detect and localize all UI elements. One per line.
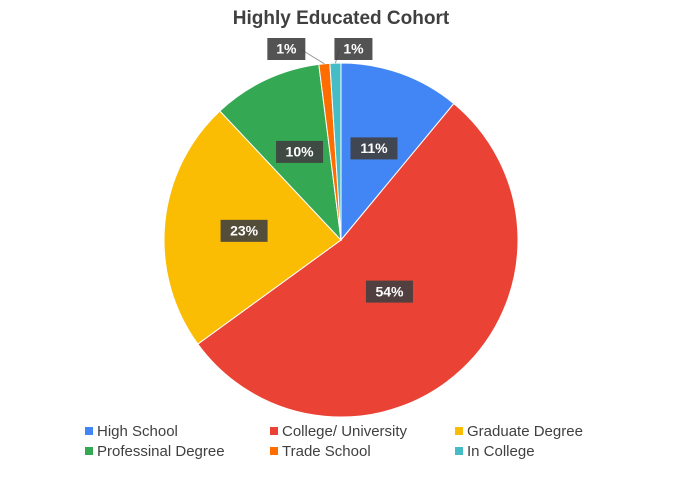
- data-label-box: [350, 137, 398, 160]
- data-label-box: [267, 38, 306, 60]
- legend-swatch: [85, 447, 93, 455]
- pie-slice: [197, 102, 519, 418]
- data-label: 11%: [360, 140, 388, 156]
- data-label-box: [365, 280, 413, 303]
- data-label-box: [220, 219, 268, 242]
- data-label-box: [334, 38, 373, 60]
- data-label: 23%: [230, 223, 259, 239]
- legend-swatch: [270, 447, 278, 455]
- legend-swatch: [85, 427, 93, 435]
- legend-swatch: [455, 427, 463, 435]
- legend-label: High School: [97, 423, 178, 440]
- legend-label: Graduate Degree: [467, 423, 583, 440]
- data-label: 1%: [343, 41, 364, 57]
- legend-swatch: [270, 427, 278, 435]
- pie-slice: [329, 62, 342, 241]
- data-label: 10%: [286, 144, 315, 160]
- chart-title: Highly Educated Cohort: [233, 8, 450, 29]
- data-label: 54%: [375, 283, 404, 299]
- legend-label: Professinal Degree: [97, 443, 225, 460]
- legend-label: In College: [467, 443, 535, 460]
- data-label: 1%: [276, 41, 297, 57]
- legend-label: College/ University: [282, 423, 408, 440]
- legend-swatch: [455, 447, 463, 455]
- data-label-box: [276, 140, 324, 163]
- legend-label: Trade School: [282, 443, 371, 460]
